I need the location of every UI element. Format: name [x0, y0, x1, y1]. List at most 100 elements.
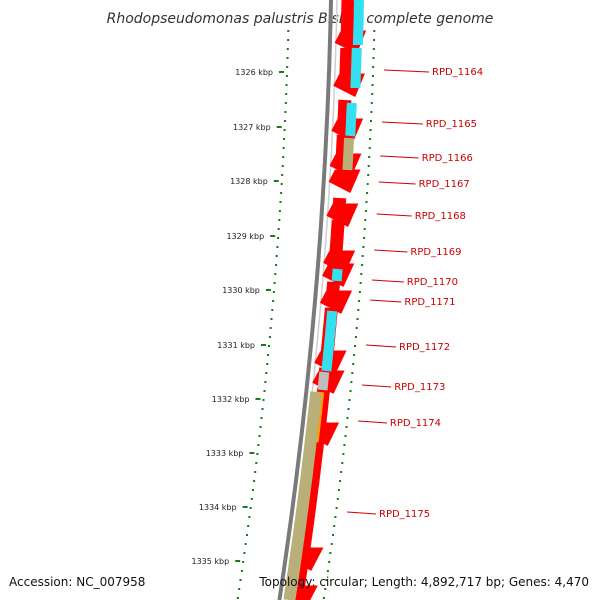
track-dot: [337, 489, 340, 491]
gene-leader-line: [381, 121, 423, 125]
track-dot: [369, 138, 372, 140]
track-dot: [366, 192, 369, 194]
track-dot: [372, 48, 375, 50]
gene-feature: [319, 281, 353, 314]
kbp-ticks: 1326 kbp 1327 kbp 1328 kbp 1329 kbp 1330 kbp…: [191, 68, 284, 566]
gene-leader-line: [376, 213, 412, 217]
track-dot: [268, 336, 271, 338]
track-dot: [361, 255, 364, 257]
track-dot: [367, 165, 370, 167]
track-dot: [333, 525, 336, 527]
gene-label[interactable]: RPD_1173: [394, 382, 445, 393]
gene-label[interactable]: RPD_1174: [390, 418, 441, 429]
track-dot: [349, 390, 352, 392]
gene-label[interactable]: RPD_1172: [399, 342, 450, 353]
track-dot: [281, 165, 284, 167]
track-dot: [251, 489, 254, 491]
gene-leader-line: [347, 511, 377, 515]
gene-leader-line: [380, 155, 419, 159]
gene-feature: [331, 268, 343, 282]
track-dot: [358, 291, 361, 293]
kbp-label: 1327 kbp: [233, 123, 271, 132]
track-dot: [335, 507, 338, 509]
track-dot: [370, 120, 372, 122]
track-dot: [322, 597, 325, 599]
gene-label[interactable]: RPD_1170: [407, 277, 458, 288]
gene-label[interactable]: RPD_1169: [410, 247, 461, 258]
track-dot: [285, 75, 288, 77]
track-dot: [244, 543, 247, 545]
track-dot: [275, 264, 278, 266]
gene-label[interactable]: RPD_1164: [432, 67, 483, 78]
track-dot: [255, 462, 258, 464]
track-dot: [371, 93, 374, 95]
track-dot: [280, 192, 283, 194]
accession-text: Accession: NC_007958: [9, 575, 145, 589]
gene-arrow-tip: [338, 37, 356, 45]
track-dot: [328, 561, 331, 563]
kbp-label: 1328 kbp: [230, 177, 268, 186]
gene-label[interactable]: RPD_1167: [419, 179, 470, 190]
gene-label[interactable]: RPD_1165: [426, 119, 477, 130]
track-dot: [354, 336, 357, 338]
track-dot: [273, 282, 276, 284]
track-dot: [341, 462, 344, 464]
gene-feature: [290, 439, 325, 571]
track-dot: [275, 255, 278, 257]
track-dot: [358, 300, 361, 302]
track-dot: [246, 534, 248, 536]
gene-label[interactable]: RPD_1175: [379, 509, 430, 520]
track-dot: [325, 579, 328, 581]
gene-feature: [285, 564, 318, 600]
map-title: Rhodopseudomonas palustris BisB5, comple…: [107, 11, 494, 27]
gene-label[interactable]: RPD_1171: [404, 297, 455, 308]
track-dot: [351, 372, 354, 374]
gene-feature: [350, 47, 362, 89]
track-dot: [329, 552, 332, 554]
track-dot: [287, 30, 290, 32]
kbp-label: 1333 kbp: [206, 449, 244, 458]
gene-feature: [317, 371, 330, 391]
track-dot: [258, 435, 261, 437]
track-dot: [365, 201, 368, 203]
track-dot: [357, 309, 360, 311]
track-dot: [247, 525, 250, 527]
track-dot: [359, 282, 362, 284]
track-dot: [281, 174, 284, 176]
track-dot: [354, 345, 356, 347]
track-dot: [240, 570, 243, 572]
topology-text: Topology: circular; Length: 4,892,717 bp…: [258, 575, 589, 589]
gene-leader-line: [374, 249, 408, 253]
track-dot: [368, 156, 371, 158]
track-dot: [362, 246, 365, 248]
gene-leader-line: [378, 181, 416, 185]
track-dot: [274, 273, 277, 275]
track-dot: [283, 138, 286, 140]
track-dot: [278, 210, 281, 212]
track-dot: [346, 417, 349, 419]
track-dot: [282, 156, 285, 158]
track-dot: [364, 210, 367, 212]
track-dot: [330, 543, 333, 545]
gene-label[interactable]: RPD_1166: [422, 153, 473, 164]
gene-leader-line: [370, 299, 402, 303]
kbp-label: 1331 kbp: [217, 341, 255, 350]
track-dot: [261, 408, 264, 410]
track-dot: [277, 228, 280, 230]
kbp-label: 1326 kbp: [235, 68, 273, 77]
track-dot: [368, 147, 371, 149]
track-dot: [236, 597, 239, 599]
track-dot: [350, 381, 353, 383]
track-dot: [266, 363, 269, 365]
track-dot: [259, 426, 262, 428]
track-dot: [283, 129, 286, 131]
track-dot: [347, 408, 350, 410]
track-dot: [373, 39, 376, 41]
track-dot: [271, 309, 274, 311]
track-dot: [243, 552, 246, 554]
gene-label[interactable]: RPD_1168: [415, 211, 466, 222]
gene-arrow-tip: [327, 257, 345, 265]
gene-feature: [283, 391, 323, 600]
track-dot: [364, 219, 367, 221]
